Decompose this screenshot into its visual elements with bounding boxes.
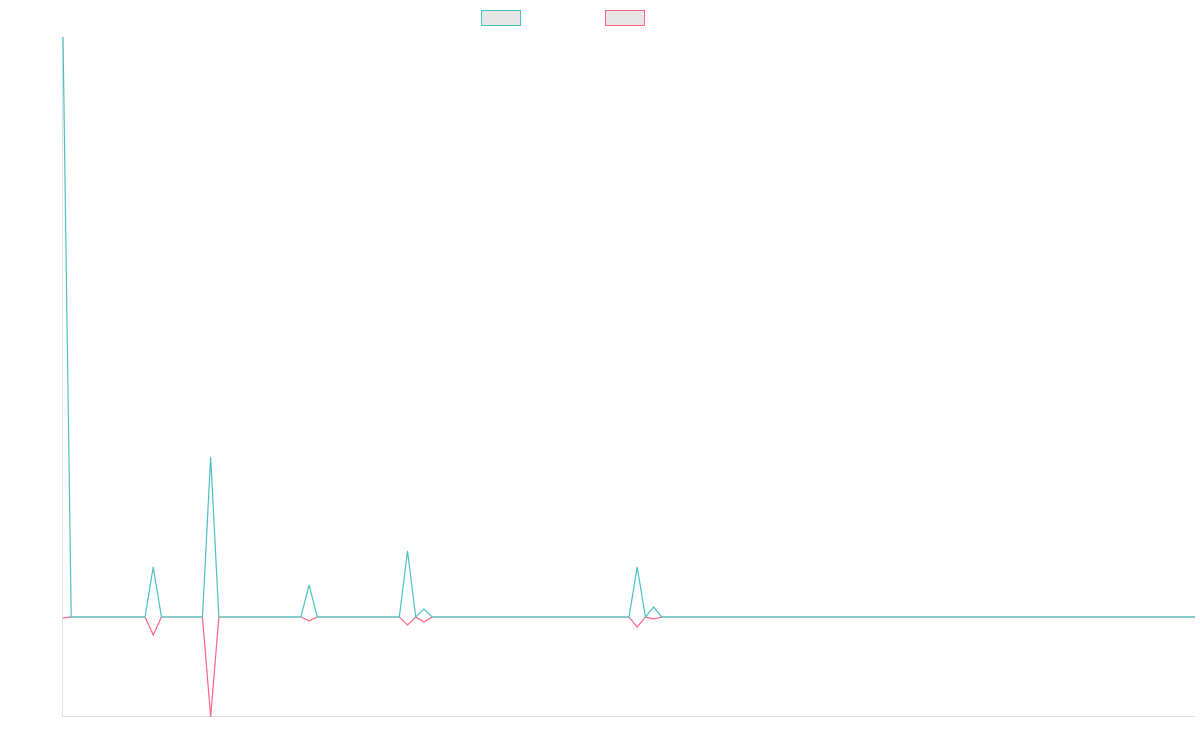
series-line [62, 616, 1195, 718]
legend-swatch [481, 10, 521, 26]
legend-swatch [605, 10, 645, 26]
series-line [62, 36, 1195, 619]
